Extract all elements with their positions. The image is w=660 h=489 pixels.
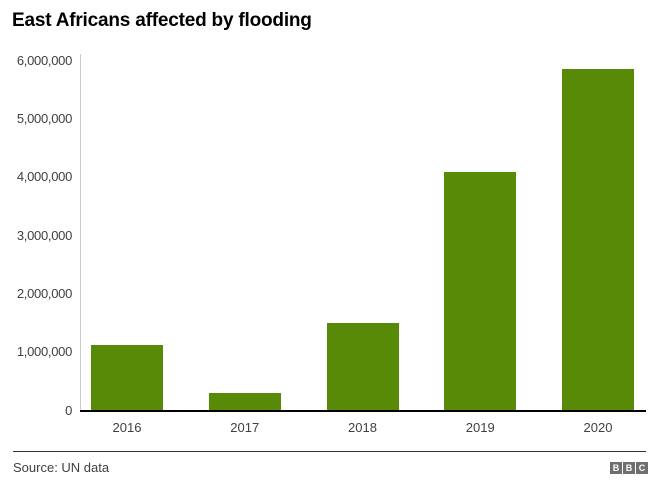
y-axis-line — [80, 54, 81, 412]
y-tick-label: 1,000,000 — [16, 344, 72, 360]
x-tick-label: 2018 — [348, 420, 377, 435]
source-text: Source: UN data — [13, 460, 110, 475]
bbc-logo-letter: B — [610, 462, 622, 474]
bbc-logo-letter: B — [623, 462, 635, 474]
y-tick-label: 3,000,000 — [16, 227, 72, 243]
x-axis-line — [80, 410, 646, 412]
y-tick-label: 5,000,000 — [16, 110, 72, 126]
bbc-logo-letter: C — [636, 462, 648, 474]
bbc-logo: B B C — [610, 462, 648, 474]
bar-2020 — [562, 68, 634, 410]
y-tick-label: 0 — [65, 402, 72, 418]
footer-divider — [13, 451, 646, 452]
bar-2017 — [208, 393, 281, 410]
bar-2019 — [444, 172, 517, 410]
x-tick-label: 2017 — [230, 420, 260, 435]
x-tick-label: 2019 — [465, 420, 495, 435]
y-tick-label: 6,000,000 — [16, 52, 72, 68]
bar-2018 — [326, 323, 399, 410]
y-tick-label: 4,000,000 — [16, 169, 72, 185]
y-tick-label: 2,000,000 — [16, 285, 72, 301]
x-tick-label: 2020 — [583, 420, 613, 435]
x-tick-label: 2016 — [112, 420, 142, 435]
chart-title: East Africans affected by flooding — [12, 10, 312, 31]
bar-2016 — [91, 345, 163, 410]
